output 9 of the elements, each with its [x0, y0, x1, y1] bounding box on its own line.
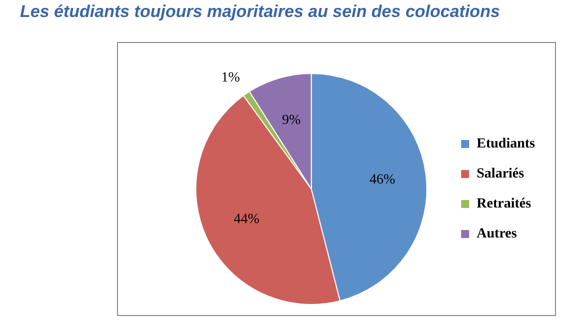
legend-label: Autres — [476, 226, 518, 242]
data-label: 9% — [282, 112, 302, 128]
data-label: 44% — [234, 212, 260, 228]
legend-label: Etudiants — [476, 136, 536, 152]
data-label: 46% — [370, 172, 396, 188]
data-label: 1% — [221, 70, 240, 86]
legend-label: Salariés — [476, 166, 525, 182]
chart-title: Les étudiants toujours majoritaires au sein des colocations — [20, 2, 500, 22]
legend-label: Retraités — [476, 196, 532, 212]
